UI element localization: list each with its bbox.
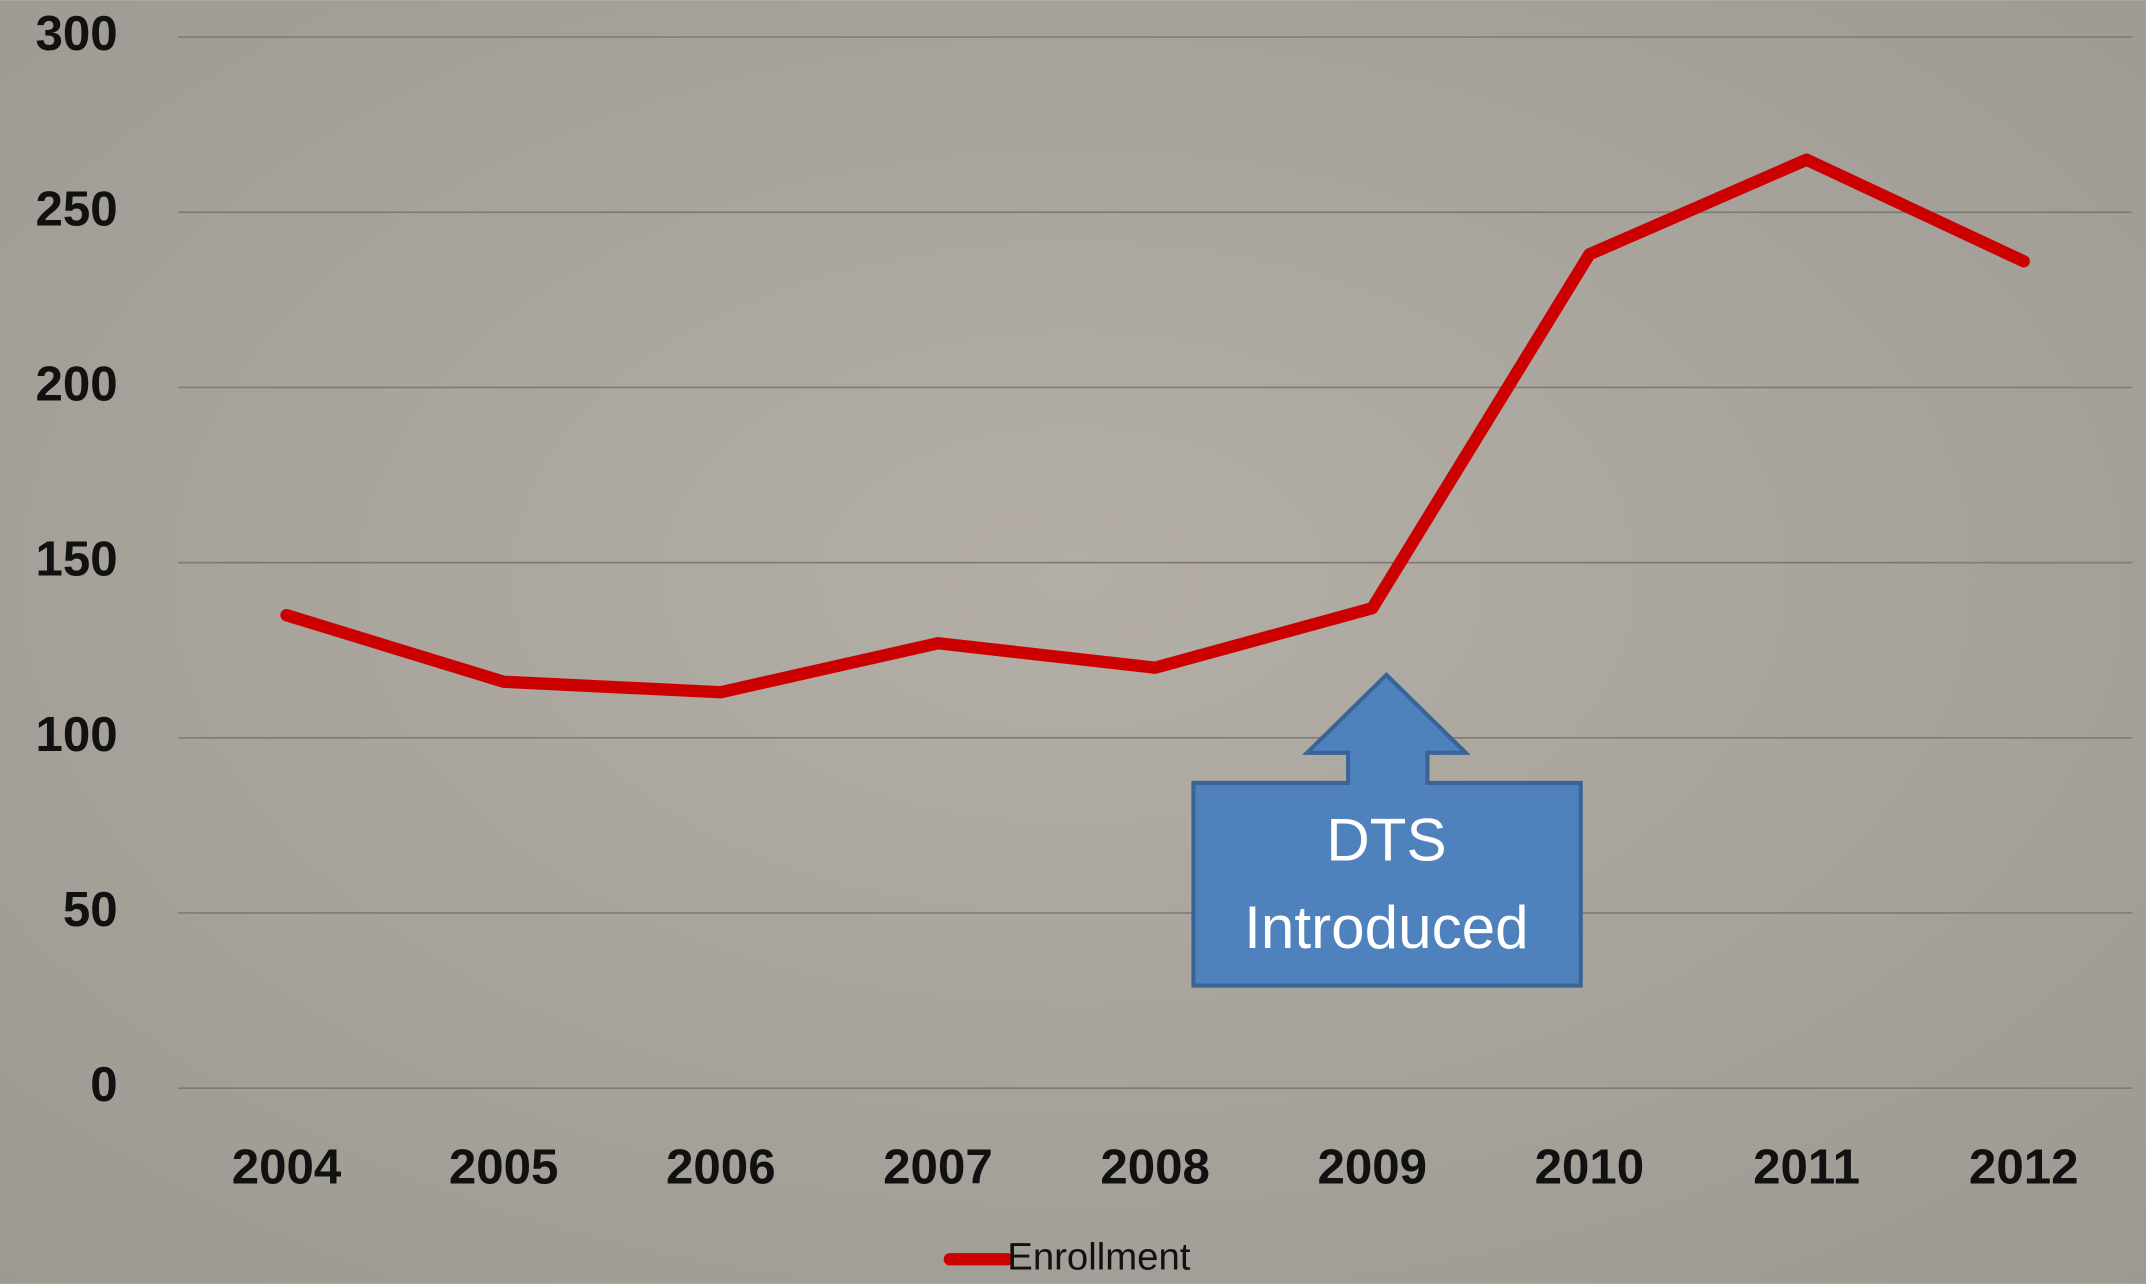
x-tick-label: 2008 (1100, 1139, 1210, 1194)
x-tick-label: 2007 (883, 1139, 993, 1194)
legend-label: Enrollment (1007, 1235, 1190, 1278)
y-tick-label: 250 (35, 181, 117, 236)
callout-text: Introduced (1244, 893, 1529, 961)
y-tick-label: 100 (35, 707, 117, 762)
background (0, 0, 2146, 1284)
y-tick-label: 0 (90, 1057, 117, 1112)
y-tick-label: 200 (35, 356, 117, 411)
x-tick-label: 2005 (449, 1139, 559, 1194)
y-tick-label: 150 (35, 532, 117, 587)
page: {"chart_data": {"type": "line", "categor… (0, 0, 2146, 1284)
x-tick-label: 2012 (1969, 1139, 2079, 1194)
x-tick-label: 2010 (1535, 1139, 1645, 1194)
x-tick-label: 2009 (1317, 1139, 1427, 1194)
callout-text: DTS (1326, 805, 1446, 873)
x-tick-label: 2011 (1753, 1139, 1860, 1194)
chart: DTS Introduced 0 50 100 150 200 250 300 2004 200… (0, 0, 2146, 1284)
x-tick-label: 2006 (666, 1139, 776, 1194)
x-tick-label: 2004 (232, 1139, 342, 1194)
y-tick-label: 50 (63, 882, 118, 937)
y-tick-label: 300 (35, 6, 117, 61)
